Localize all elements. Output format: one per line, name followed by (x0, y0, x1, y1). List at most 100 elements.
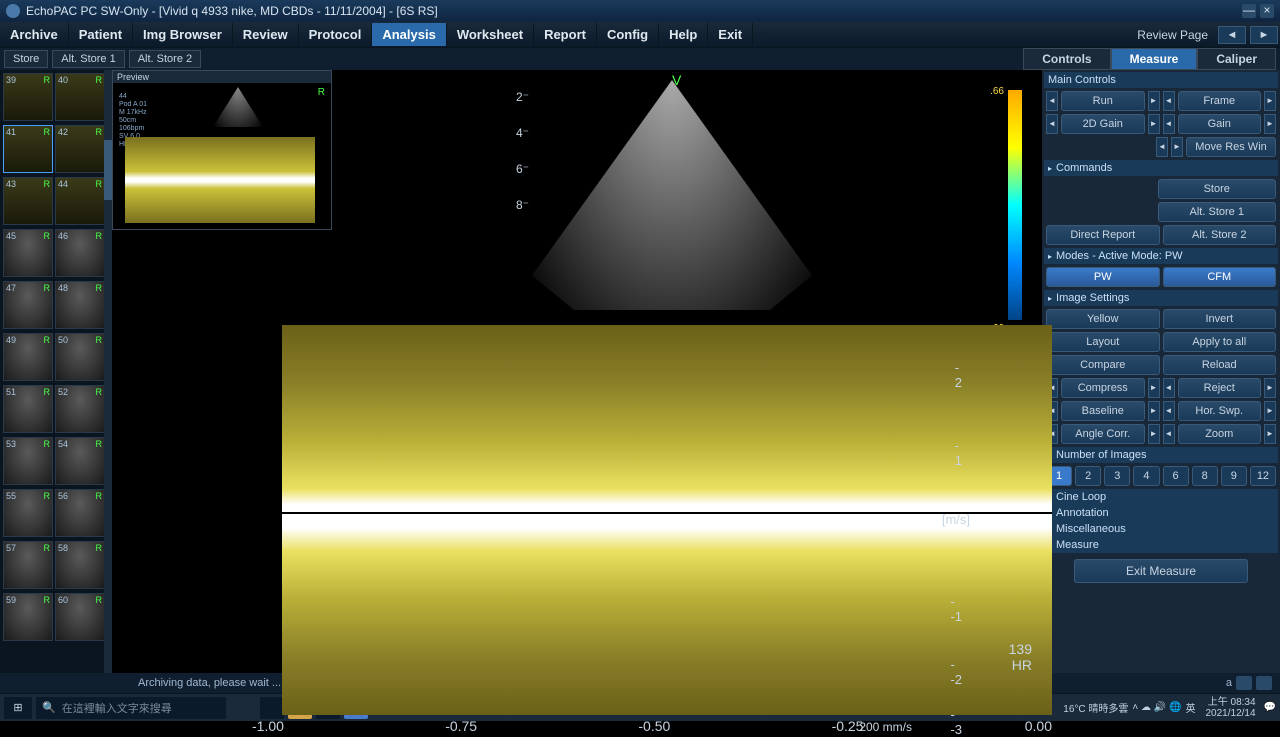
menu-worksheet[interactable]: Worksheet (447, 23, 534, 46)
thumbnail-57[interactable]: 57R (3, 541, 53, 589)
alt-store-1-button[interactable]: Alt. Store 1 (1158, 202, 1277, 222)
thumbnail-40[interactable]: 40R (55, 73, 105, 121)
thumbnail-48[interactable]: 48R (55, 281, 105, 329)
thumbnail-59[interactable]: 59R (3, 593, 53, 641)
toolbar-alt--store-1[interactable]: Alt. Store 1 (52, 50, 124, 68)
cfm-mode-button[interactable]: CFM (1163, 267, 1277, 287)
baseline-up-button[interactable]: ► (1148, 401, 1160, 421)
thumbnail-52[interactable]: 52R (55, 385, 105, 433)
compare-button[interactable]: Compare (1046, 355, 1160, 375)
commands-header[interactable]: ▸Commands (1044, 160, 1278, 176)
run-button[interactable]: Run (1061, 91, 1145, 111)
minimize-button[interactable]: — (1242, 4, 1256, 18)
menu-protocol[interactable]: Protocol (299, 23, 373, 46)
cine-loop-header[interactable]: ▸Cine Loop (1044, 489, 1278, 505)
run-next-button[interactable]: ► (1148, 91, 1160, 111)
menu-analysis[interactable]: Analysis (372, 23, 446, 46)
thumbnail-49[interactable]: 49R (3, 333, 53, 381)
taskview-icon[interactable] (260, 697, 284, 719)
annotation-header[interactable]: ▸Annotation (1044, 505, 1278, 521)
clock[interactable]: 上午 08:34 2021/12/14 (1205, 697, 1255, 719)
num-images-4[interactable]: 4 (1133, 466, 1159, 486)
next-page-button[interactable]: ► (1250, 26, 1278, 44)
thumbnail-43[interactable]: 43R (3, 177, 53, 225)
reject-up-button[interactable]: ► (1264, 378, 1276, 398)
thumbnail-50[interactable]: 50R (55, 333, 105, 381)
alt-store-2-button[interactable]: Alt. Store 2 (1163, 225, 1277, 245)
notification-icon[interactable]: 💬 (1264, 702, 1276, 713)
moveres-left-button[interactable]: ◄ (1156, 137, 1168, 157)
pw-mode-button[interactable]: PW (1046, 267, 1160, 287)
thumbnail-44[interactable]: 44R (55, 177, 105, 225)
reject-button[interactable]: Reject (1178, 378, 1262, 398)
menu-report[interactable]: Report (534, 23, 597, 46)
weather-widget[interactable]: 16°C 晴時多雲 (1063, 700, 1128, 715)
menu-help[interactable]: Help (659, 23, 708, 46)
num-images-12[interactable]: 12 (1250, 466, 1276, 486)
horswp-up-button[interactable]: ► (1264, 401, 1276, 421)
frame-button[interactable]: Frame (1178, 91, 1262, 111)
menu-review[interactable]: Review (233, 23, 299, 46)
thumbnail-55[interactable]: 55R (3, 489, 53, 537)
thumbnail-47[interactable]: 47R (3, 281, 53, 329)
toolbar-store[interactable]: Store (4, 50, 48, 68)
gain-button[interactable]: Gain (1178, 114, 1262, 134)
zoom-out-button[interactable]: ◄ (1163, 424, 1175, 444)
frame-next-button[interactable]: ► (1264, 91, 1276, 111)
frame-prev-button[interactable]: ◄ (1163, 91, 1175, 111)
apply-all-button[interactable]: Apply to all (1163, 332, 1277, 352)
image-settings-header[interactable]: ▸Image Settings (1044, 290, 1278, 306)
close-button[interactable]: × (1260, 4, 1274, 18)
hor-swp-button[interactable]: Hor. Swp. (1178, 401, 1262, 421)
num-images-3[interactable]: 3 (1104, 466, 1130, 486)
num-images-9[interactable]: 9 (1221, 466, 1247, 486)
menu-img-browser[interactable]: Img Browser (133, 23, 233, 46)
miscellaneous-header[interactable]: ▸Miscellaneous (1044, 521, 1278, 537)
thumbnail-58[interactable]: 58R (55, 541, 105, 589)
2dgain-down-button[interactable]: ◄ (1046, 114, 1058, 134)
2dgain-button[interactable]: 2D Gain (1061, 114, 1145, 134)
zoom-in-button[interactable]: ► (1264, 424, 1276, 444)
reject-down-button[interactable]: ◄ (1163, 378, 1175, 398)
thumbnail-46[interactable]: 46R (55, 229, 105, 277)
thumbnail-scrollbar[interactable] (104, 70, 112, 673)
move-res-win-button[interactable]: Move Res Win (1186, 137, 1276, 157)
tab-caliper[interactable]: Caliper (1197, 48, 1276, 70)
thumbnail-45[interactable]: 45R (3, 229, 53, 277)
menu-config[interactable]: Config (597, 23, 659, 46)
invert-button[interactable]: Invert (1163, 309, 1277, 329)
tab-controls[interactable]: Controls (1023, 48, 1110, 70)
exit-measure-button[interactable]: Exit Measure (1074, 559, 1248, 583)
store-button[interactable]: Store (1158, 179, 1277, 199)
direct-report-button[interactable]: Direct Report (1046, 225, 1160, 245)
thumbnail-60[interactable]: 60R (55, 593, 105, 641)
thumbnail-53[interactable]: 53R (3, 437, 53, 485)
ime-indicator[interactable]: 英 (1185, 700, 1195, 715)
prev-page-button[interactable]: ◄ (1218, 26, 1246, 44)
modes-header[interactable]: ▸Modes - Active Mode: PW (1044, 248, 1278, 264)
horswp-down-button[interactable]: ◄ (1163, 401, 1175, 421)
run-prev-button[interactable]: ◄ (1046, 91, 1058, 111)
num-images-6[interactable]: 6 (1163, 466, 1189, 486)
compress-button[interactable]: Compress (1061, 378, 1145, 398)
thumbnail-39[interactable]: 39R (3, 73, 53, 121)
yellow-button[interactable]: Yellow (1046, 309, 1160, 329)
menu-exit[interactable]: Exit (708, 23, 753, 46)
doppler-spectrum[interactable] (282, 325, 1052, 715)
baseline-button[interactable]: Baseline (1061, 401, 1145, 421)
toolbar-alt--store-2[interactable]: Alt. Store 2 (129, 50, 201, 68)
thumbnail-54[interactable]: 54R (55, 437, 105, 485)
compress-up-button[interactable]: ► (1148, 378, 1160, 398)
layout-button[interactable]: Layout (1046, 332, 1160, 352)
moveres-right-button[interactable]: ► (1171, 137, 1183, 157)
num-images-header[interactable]: ▸Number of Images (1044, 447, 1278, 463)
2dgain-up-button[interactable]: ► (1148, 114, 1160, 134)
angle-up-button[interactable]: ► (1148, 424, 1160, 444)
thumbnail-41[interactable]: 41R (3, 125, 53, 173)
menu-archive[interactable]: Archive (0, 23, 69, 46)
thumbnail-51[interactable]: 51R (3, 385, 53, 433)
gain-up-button[interactable]: ► (1264, 114, 1276, 134)
thumbnail-56[interactable]: 56R (55, 489, 105, 537)
gain-down-button[interactable]: ◄ (1163, 114, 1175, 134)
reload-button[interactable]: Reload (1163, 355, 1277, 375)
